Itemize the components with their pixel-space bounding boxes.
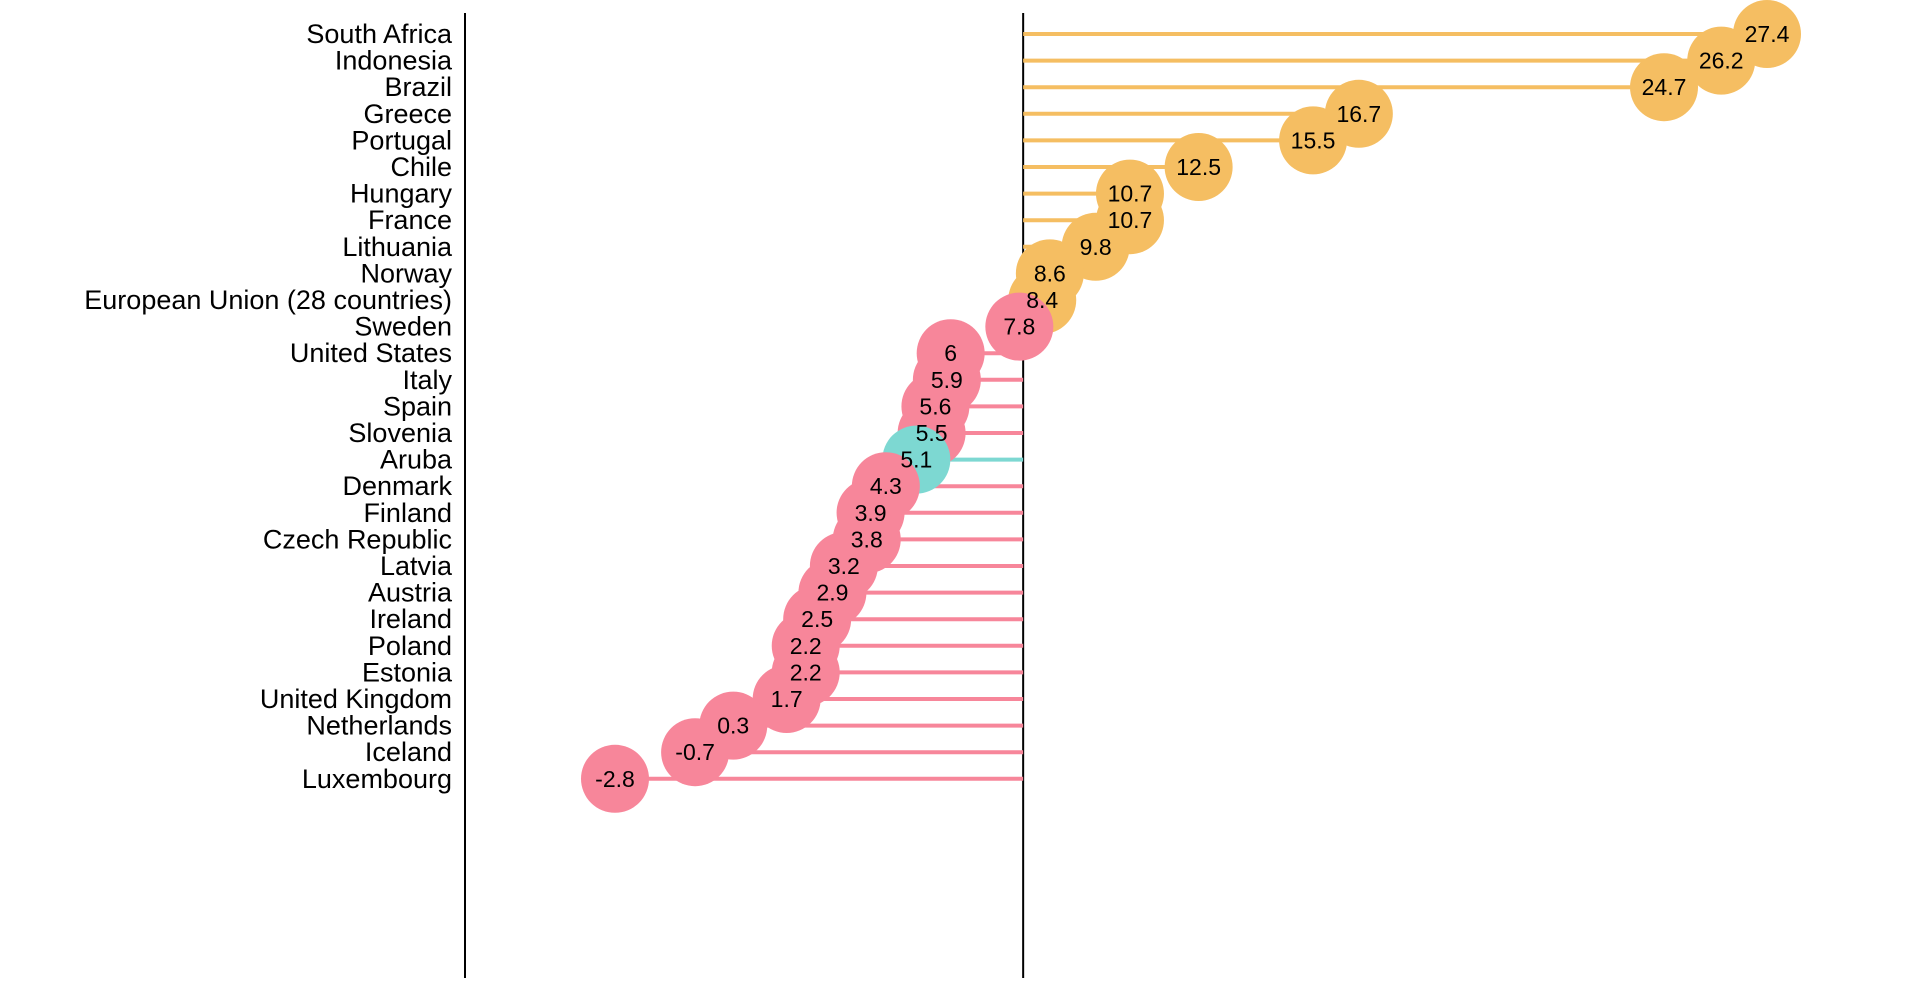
value-label-brazil: 24.7 bbox=[1642, 74, 1687, 100]
dot-portugal bbox=[1279, 106, 1348, 175]
value-label-spain: 5.6 bbox=[919, 393, 951, 419]
category-label-greece: Greece bbox=[363, 99, 452, 129]
value-label-portugal: 15.5 bbox=[1291, 127, 1336, 153]
value-label-aruba: 5.1 bbox=[900, 447, 932, 473]
dot-luxembourg bbox=[581, 744, 649, 813]
value-label-south-africa: 27.4 bbox=[1745, 21, 1790, 47]
category-label-indonesia: Indonesia bbox=[335, 46, 453, 76]
category-label-lithuania: Lithuania bbox=[342, 232, 453, 262]
value-label-chile: 12.5 bbox=[1176, 154, 1221, 180]
category-label-spain: Spain bbox=[383, 391, 452, 421]
dot-brazil bbox=[1630, 53, 1699, 122]
category-label-luxembourg: Luxembourg bbox=[302, 764, 452, 794]
dot-iceland bbox=[661, 718, 730, 787]
value-label-italy: 5.9 bbox=[931, 367, 963, 393]
value-labels-layer: 27.426.224.716.715.512.510.710.79.88.68.… bbox=[595, 21, 1789, 792]
category-label-south-africa: South Africa bbox=[306, 19, 453, 49]
category-label-italy: Italy bbox=[402, 365, 452, 395]
value-label-slovenia: 5.5 bbox=[916, 420, 948, 446]
category-label-denmark: Denmark bbox=[342, 471, 452, 501]
category-label-france: France bbox=[368, 205, 452, 235]
value-label-hungary: 10.7 bbox=[1108, 181, 1153, 207]
value-label-finland: 3.9 bbox=[855, 500, 887, 526]
value-label-poland: 2.2 bbox=[790, 633, 822, 659]
value-label-netherlands: 0.3 bbox=[717, 713, 749, 739]
value-label-latvia: 3.2 bbox=[828, 553, 860, 579]
value-label-ireland: 2.5 bbox=[801, 606, 833, 632]
category-label-iceland: Iceland bbox=[365, 737, 452, 767]
category-label-latvia: Latvia bbox=[380, 551, 453, 581]
category-label-netherlands: Netherlands bbox=[306, 711, 452, 741]
category-label-united-states: United States bbox=[290, 338, 452, 368]
value-label-norway: 8.6 bbox=[1034, 260, 1066, 286]
value-label-lithuania: 9.8 bbox=[1080, 234, 1112, 260]
value-label-france: 10.7 bbox=[1108, 207, 1153, 233]
dot-sweden bbox=[985, 292, 1054, 361]
category-label-czech-republic: Czech Republic bbox=[263, 524, 452, 554]
category-label-european-union-28-countries: European Union (28 countries) bbox=[84, 285, 452, 315]
dots-layer bbox=[581, 0, 1801, 813]
value-label-united-states: 6 bbox=[944, 340, 957, 366]
value-label-iceland: -0.7 bbox=[675, 739, 715, 765]
dot-chile bbox=[1164, 133, 1233, 201]
value-label-luxembourg: -2.8 bbox=[595, 766, 635, 792]
dot-united-kingdom bbox=[752, 665, 821, 733]
value-label-austria: 2.9 bbox=[816, 580, 848, 606]
value-label-denmark: 4.3 bbox=[870, 473, 902, 499]
category-label-slovenia: Slovenia bbox=[348, 418, 453, 448]
value-label-greece: 16.7 bbox=[1336, 101, 1381, 127]
category-label-chile: Chile bbox=[390, 152, 452, 182]
category-label-norway: Norway bbox=[360, 258, 452, 288]
category-label-aruba: Aruba bbox=[380, 445, 453, 475]
category-label-austria: Austria bbox=[368, 578, 453, 608]
category-label-sweden: Sweden bbox=[354, 312, 452, 342]
value-label-indonesia: 26.2 bbox=[1699, 48, 1744, 74]
category-label-hungary: Hungary bbox=[350, 179, 453, 209]
value-label-european-union-28-countries: 8.4 bbox=[1026, 287, 1058, 313]
category-label-united-kingdom: United Kingdom bbox=[260, 684, 452, 714]
value-label-czech-republic: 3.8 bbox=[851, 526, 883, 552]
category-labels-layer: South AfricaIndonesiaBrazilGreecePortuga… bbox=[84, 19, 453, 794]
category-label-ireland: Ireland bbox=[369, 604, 452, 634]
category-label-portugal: Portugal bbox=[351, 125, 452, 155]
value-label-estonia: 2.2 bbox=[790, 659, 822, 685]
category-label-estonia: Estonia bbox=[362, 657, 453, 687]
value-label-united-kingdom: 1.7 bbox=[771, 686, 803, 712]
dot-indonesia bbox=[1687, 26, 1756, 95]
value-label-sweden: 7.8 bbox=[1003, 314, 1035, 340]
category-label-finland: Finland bbox=[363, 498, 452, 528]
category-label-poland: Poland bbox=[368, 631, 452, 661]
category-label-brazil: Brazil bbox=[384, 72, 452, 102]
